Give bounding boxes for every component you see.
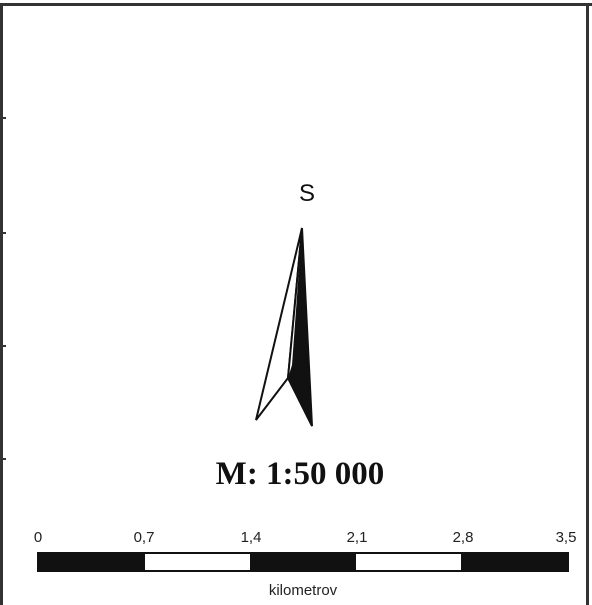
map-frame-left-border [0, 3, 3, 605]
scale-bar-unit-label: kilometrov [268, 582, 338, 599]
scale-bar-tick-label: 2,8 [452, 529, 474, 546]
map-frame-top-border [0, 3, 592, 6]
frame-tick-mark [0, 458, 6, 460]
scale-bar-tick-label: 1,4 [240, 529, 262, 546]
scale-bar-tick-label: 0,7 [133, 529, 155, 546]
scale-bar-tick-label: 3,5 [555, 529, 577, 546]
north-arrow-icon [255, 227, 313, 427]
frame-tick-mark [0, 117, 6, 119]
frame-tick-mark [0, 345, 6, 347]
scale-bar-tick-label: 2,1 [346, 529, 368, 546]
map-scale-ratio: M: 1:50 000 [215, 456, 385, 492]
frame-tick-mark [0, 232, 6, 234]
scale-bar-segment [250, 554, 356, 570]
north-arrow-label: S [298, 180, 315, 207]
north-arrow-shaded-half [288, 228, 312, 426]
scale-bar-segment [144, 554, 251, 570]
scale-bar-segment [39, 554, 145, 570]
scale-bar-segment [461, 554, 567, 570]
scale-bar-segment [355, 554, 462, 570]
map-frame-right-border [586, 3, 589, 605]
scale-bar [37, 552, 569, 572]
scale-bar-tick-label: 0 [33, 529, 43, 546]
